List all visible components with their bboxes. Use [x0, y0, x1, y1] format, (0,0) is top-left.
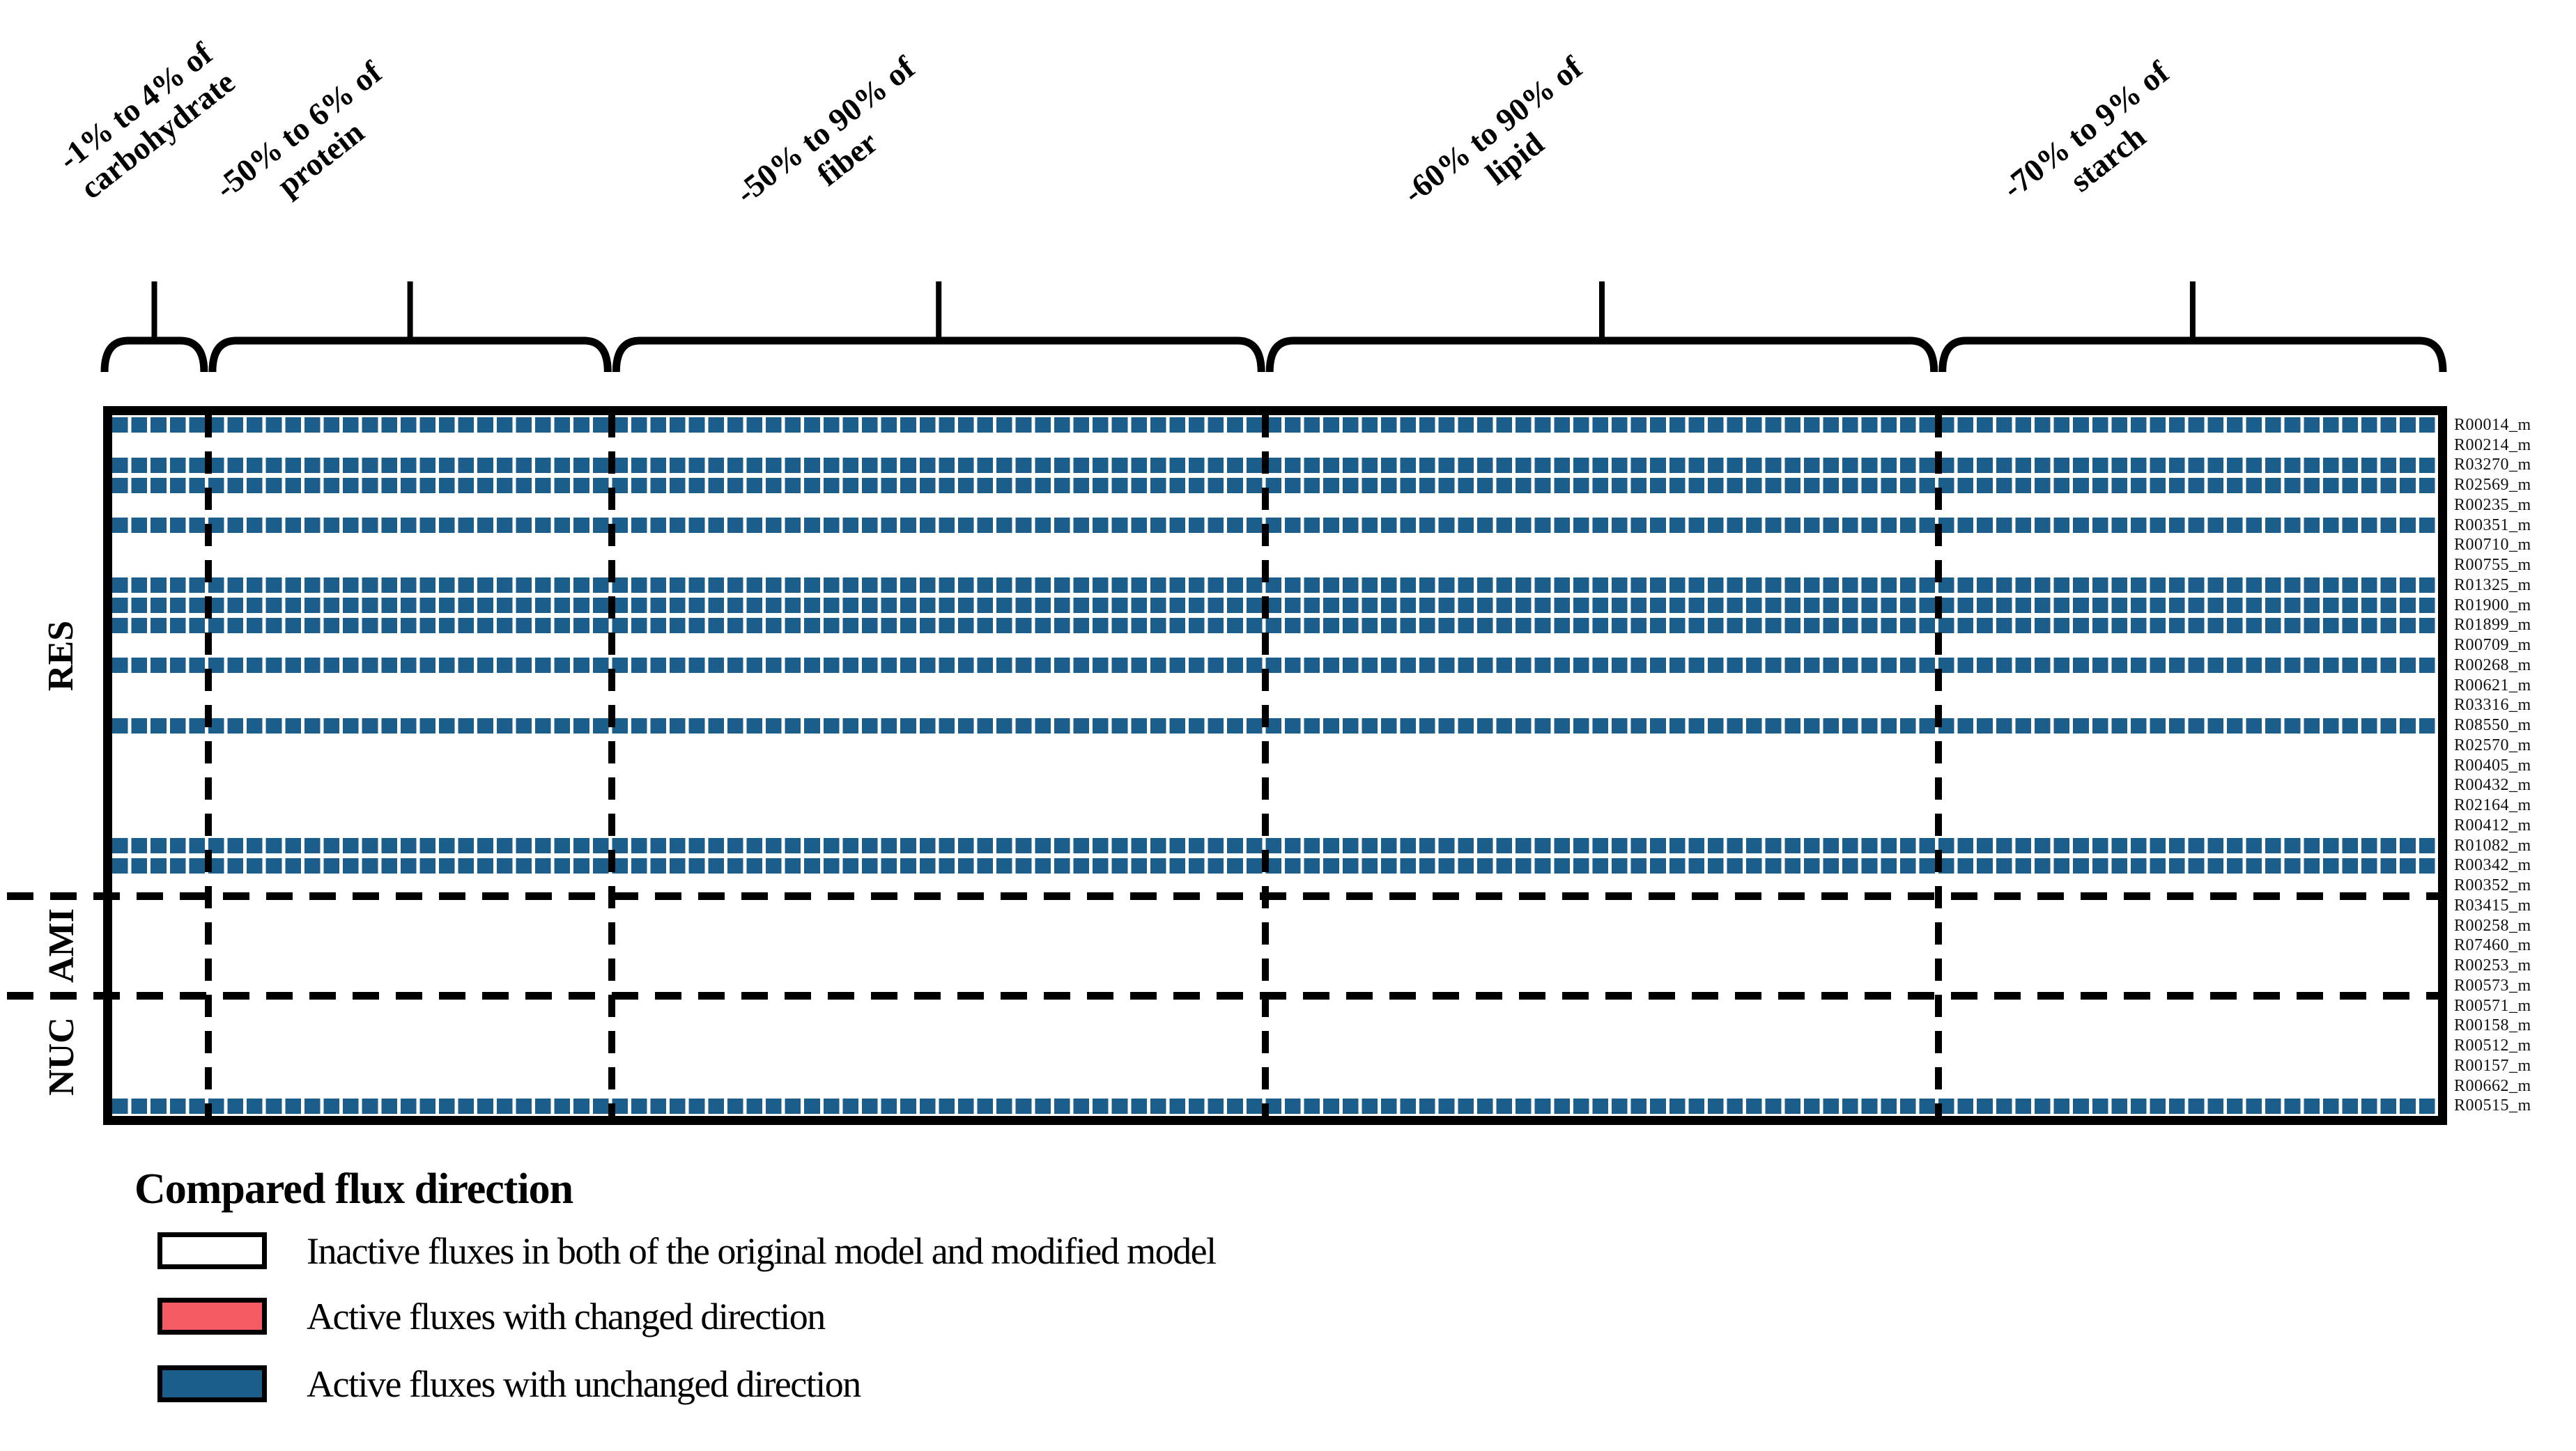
- heatmap-row-R08550_m: [112, 717, 2438, 734]
- section-divider-dashed-line: [7, 892, 2447, 900]
- row-label-R00662_m: R00662_m: [2454, 1076, 2531, 1095]
- row-label-R03270_m: R03270_m: [2454, 456, 2531, 474]
- legend-title: Compared flux direction: [134, 1165, 573, 1213]
- row-label-R00253_m: R00253_m: [2454, 956, 2531, 975]
- row-label-R00014_m: R00014_m: [2454, 415, 2531, 434]
- row-label-R00351_m: R00351_m: [2454, 515, 2531, 534]
- row-label-R03316_m: R03316_m: [2454, 696, 2531, 715]
- row-label-R00352_m: R00352_m: [2454, 876, 2531, 895]
- group-divider-dashed-line: [1262, 415, 1270, 1117]
- heatmap-row-R01900_m: [112, 598, 2438, 614]
- heatmap-row-R00014_m: [112, 417, 2438, 433]
- brace-lipid: [1265, 336, 1938, 373]
- heatmap-row-R00342_m: [112, 858, 2438, 874]
- row-label-R00235_m: R00235_m: [2454, 495, 2531, 514]
- row-label-R00755_m: R00755_m: [2454, 556, 2531, 575]
- row-label-R02164_m: R02164_m: [2454, 796, 2531, 815]
- column-group-braces: [100, 281, 2447, 373]
- legend-swatch-inactive-white: [157, 1232, 267, 1269]
- legend-label-unchanged: Active fluxes with unchanged direction: [307, 1363, 861, 1405]
- row-label-R00710_m: R00710_m: [2454, 536, 2531, 554]
- row-label-R01900_m: R01900_m: [2454, 596, 2531, 614]
- row-label-R00709_m: R00709_m: [2454, 636, 2531, 655]
- heatmap-row-R00268_m: [112, 658, 2438, 674]
- row-label-R01899_m: R01899_m: [2454, 616, 2531, 635]
- brace-protein: [208, 336, 612, 373]
- legend-item-changed: Active fluxes with changed direction: [157, 1295, 826, 1337]
- section-label-RES: RES: [13, 579, 110, 732]
- row-label-R00412_m: R00412_m: [2454, 816, 2531, 835]
- row-label-R00342_m: R00342_m: [2454, 856, 2531, 875]
- brace-fiber: [612, 336, 1265, 373]
- legend-swatch-changed-red: [157, 1298, 267, 1335]
- brace-starch: [1938, 336, 2447, 373]
- row-label-R07460_m: R07460_m: [2454, 936, 2531, 955]
- legend-swatch-unchanged-blue: [157, 1365, 267, 1402]
- heatmap-row-R00515_m: [112, 1098, 2438, 1114]
- legend-label-changed: Active fluxes with changed direction: [307, 1295, 826, 1337]
- row-label-R00158_m: R00158_m: [2454, 1016, 2531, 1035]
- row-label-R02570_m: R02570_m: [2454, 736, 2531, 754]
- row-label-R08550_m: R08550_m: [2454, 716, 2531, 735]
- row-label-R01082_m: R01082_m: [2454, 836, 2531, 855]
- section-label-text: NUC: [41, 1016, 82, 1096]
- heatmap-grid: [103, 406, 2447, 1125]
- section-divider-dashed-line: [7, 992, 2447, 1000]
- row-label-R00405_m: R00405_m: [2454, 756, 2531, 775]
- row-label-R00571_m: R00571_m: [2454, 996, 2531, 1015]
- section-label-NUC: NUC: [13, 979, 110, 1133]
- legend-item-unchanged: Active fluxes with unchanged direction: [157, 1363, 861, 1405]
- legend-label-inactive: Inactive fluxes in both of the original …: [307, 1229, 1217, 1272]
- row-label-R02569_m: R02569_m: [2454, 476, 2531, 495]
- row-label-R00268_m: R00268_m: [2454, 655, 2531, 674]
- group-divider-dashed-line: [204, 415, 212, 1117]
- brace-carbohydrate: [100, 336, 208, 373]
- heatmap-row-R00351_m: [112, 518, 2438, 534]
- heatmap-row-R01325_m: [112, 577, 2438, 593]
- legend-item-inactive: Inactive fluxes in both of the original …: [157, 1230, 1217, 1272]
- row-label-R00512_m: R00512_m: [2454, 1037, 2531, 1055]
- row-label-R00432_m: R00432_m: [2454, 776, 2531, 795]
- row-label-R01325_m: R01325_m: [2454, 575, 2531, 594]
- heatmap-row-R03270_m: [112, 457, 2438, 473]
- group-divider-dashed-line: [1934, 415, 1942, 1117]
- heatmap-row-R02569_m: [112, 477, 2438, 493]
- section-label-text: RES: [41, 620, 82, 691]
- row-label-R00573_m: R00573_m: [2454, 976, 2531, 995]
- row-label-R00515_m: R00515_m: [2454, 1096, 2531, 1115]
- row-label-R03415_m: R03415_m: [2454, 896, 2531, 915]
- section-label-text: AMI: [41, 908, 82, 984]
- row-label-R00621_m: R00621_m: [2454, 676, 2531, 695]
- row-label-R00214_m: R00214_m: [2454, 435, 2531, 454]
- heatmap-row-R01899_m: [112, 617, 2438, 633]
- row-label-R00258_m: R00258_m: [2454, 916, 2531, 935]
- group-divider-dashed-line: [608, 415, 616, 1117]
- heatmap-row-R01082_m: [112, 838, 2438, 854]
- row-label-R00157_m: R00157_m: [2454, 1056, 2531, 1075]
